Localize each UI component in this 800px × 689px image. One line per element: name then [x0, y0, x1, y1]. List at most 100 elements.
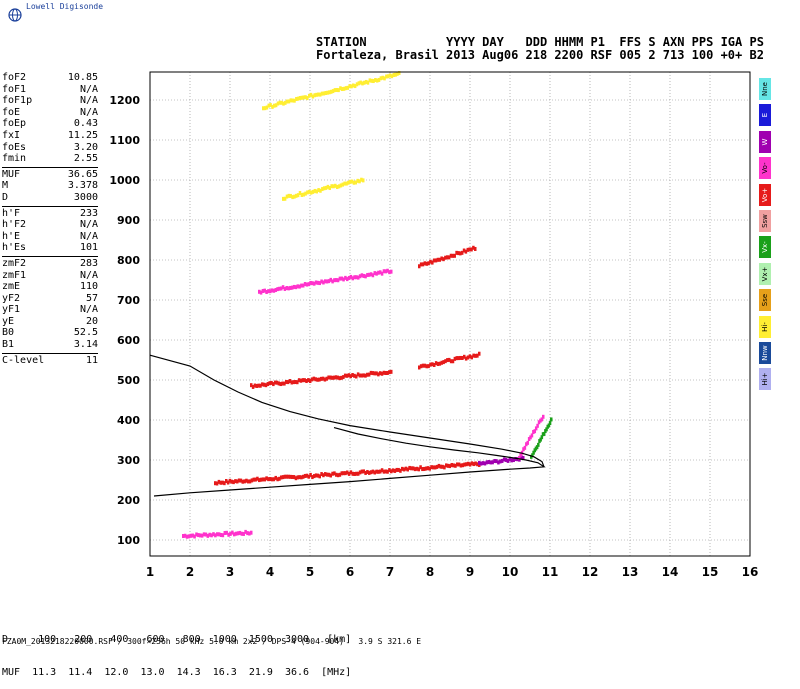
echo-point	[465, 462, 468, 467]
echo-point	[369, 370, 373, 375]
echo-point	[337, 184, 341, 189]
param-label: yE	[2, 315, 15, 327]
echo-point	[390, 74, 394, 79]
echo-point	[356, 372, 360, 377]
polarization-legend: Nne E W Vo- Vo+ Ssw Vx- Vx+ Sse Hi- Nnw Hi+	[759, 78, 771, 395]
echo-point	[362, 373, 365, 378]
echo-point	[397, 467, 400, 472]
echo-point	[481, 461, 485, 466]
echo-point	[272, 382, 275, 387]
echo-point	[330, 184, 333, 189]
echo-point	[388, 468, 391, 473]
echo-point	[534, 426, 538, 431]
echo-point	[364, 470, 367, 475]
echo-point	[349, 374, 352, 379]
echo-point	[421, 262, 425, 267]
echo-point	[377, 372, 380, 377]
echo-point	[324, 90, 327, 95]
y-tick-label: 1200	[109, 94, 140, 107]
echo-point	[485, 460, 489, 465]
echo-point	[442, 360, 445, 365]
echo-point	[523, 445, 527, 450]
echo-point	[313, 474, 316, 479]
echo-point	[359, 80, 362, 85]
echo-point	[309, 190, 313, 195]
echo-point	[366, 272, 369, 277]
x-tick-label: 16	[742, 565, 759, 579]
echo-point	[296, 380, 299, 385]
echo-point	[322, 473, 325, 478]
param-row: foF2 10.85	[2, 72, 98, 84]
param-value: 233	[79, 207, 98, 219]
echo-point	[476, 353, 479, 358]
x-tick-label: 9	[466, 565, 474, 579]
echo-point	[391, 468, 395, 473]
param-value: 2.55	[73, 153, 98, 165]
param-label: foF1	[2, 83, 27, 95]
echo-point	[232, 480, 235, 485]
echo-point	[265, 290, 268, 295]
legend-swatch: E	[759, 104, 771, 127]
echo-point	[371, 469, 375, 474]
x-tick-label: 10	[502, 565, 519, 579]
x-tick-label: 7	[386, 565, 394, 579]
echo-point	[453, 253, 456, 258]
echo-point	[267, 289, 270, 294]
param-value: 3.14	[73, 339, 98, 351]
echo-point	[461, 463, 464, 468]
param-label: zmE	[2, 281, 21, 293]
echo-point	[215, 481, 219, 486]
axis-ticks: 1 2 3 4 5 6 7 8 9 10 11 12 13 14 15 1610020030040050060…	[109, 94, 758, 579]
echo-point	[310, 377, 314, 382]
echo-point	[280, 286, 283, 291]
echo-point	[390, 469, 393, 474]
param-value: N/A	[79, 230, 98, 242]
y-tick-label: 100	[117, 534, 140, 547]
echo-point	[309, 280, 312, 285]
echo-point	[356, 178, 359, 183]
echo-point	[339, 183, 343, 188]
legend-label: Nne	[761, 82, 769, 96]
echo-point	[375, 78, 379, 83]
echo-point	[300, 192, 304, 197]
muf-distance-row: D 100 200 400 600 800 1000 1500 3000 [km…	[2, 634, 352, 645]
echo-point	[269, 477, 272, 482]
echo-point	[352, 180, 356, 185]
y-tick-label: 1000	[109, 174, 140, 187]
echo-point	[368, 78, 372, 83]
echo-point	[329, 473, 332, 478]
true-height-profile	[149, 354, 545, 468]
echo-point	[431, 260, 434, 265]
echo-point	[539, 437, 542, 442]
param-value: N/A	[79, 95, 98, 107]
echo-point	[368, 272, 371, 277]
echo-point	[284, 100, 287, 105]
echo-point	[346, 277, 349, 282]
echo-point	[280, 475, 283, 480]
echo-point	[223, 481, 226, 486]
echo-point	[230, 479, 233, 484]
echo-point	[434, 361, 438, 366]
echo-point	[227, 532, 230, 537]
echo-point	[377, 77, 381, 82]
param-label: h'F	[2, 207, 21, 219]
echo-point	[350, 179, 354, 184]
echo-point	[293, 98, 296, 103]
echo-point	[430, 465, 433, 470]
param-row: fmin 2.55	[2, 153, 98, 165]
echo-point	[434, 465, 437, 470]
echo-point	[347, 471, 351, 476]
echo-point	[343, 373, 347, 378]
echo-point	[285, 474, 288, 479]
echo-point	[512, 458, 515, 463]
echo-point	[354, 180, 358, 185]
echo-point	[478, 351, 481, 356]
echo-point	[327, 375, 330, 380]
echo-point	[296, 475, 299, 480]
echo-point	[436, 257, 440, 262]
echo-point	[340, 276, 343, 281]
echo-point	[253, 383, 257, 388]
echo-point	[342, 471, 345, 476]
echo-point	[332, 375, 336, 380]
param-row: M 3.378	[2, 180, 98, 192]
